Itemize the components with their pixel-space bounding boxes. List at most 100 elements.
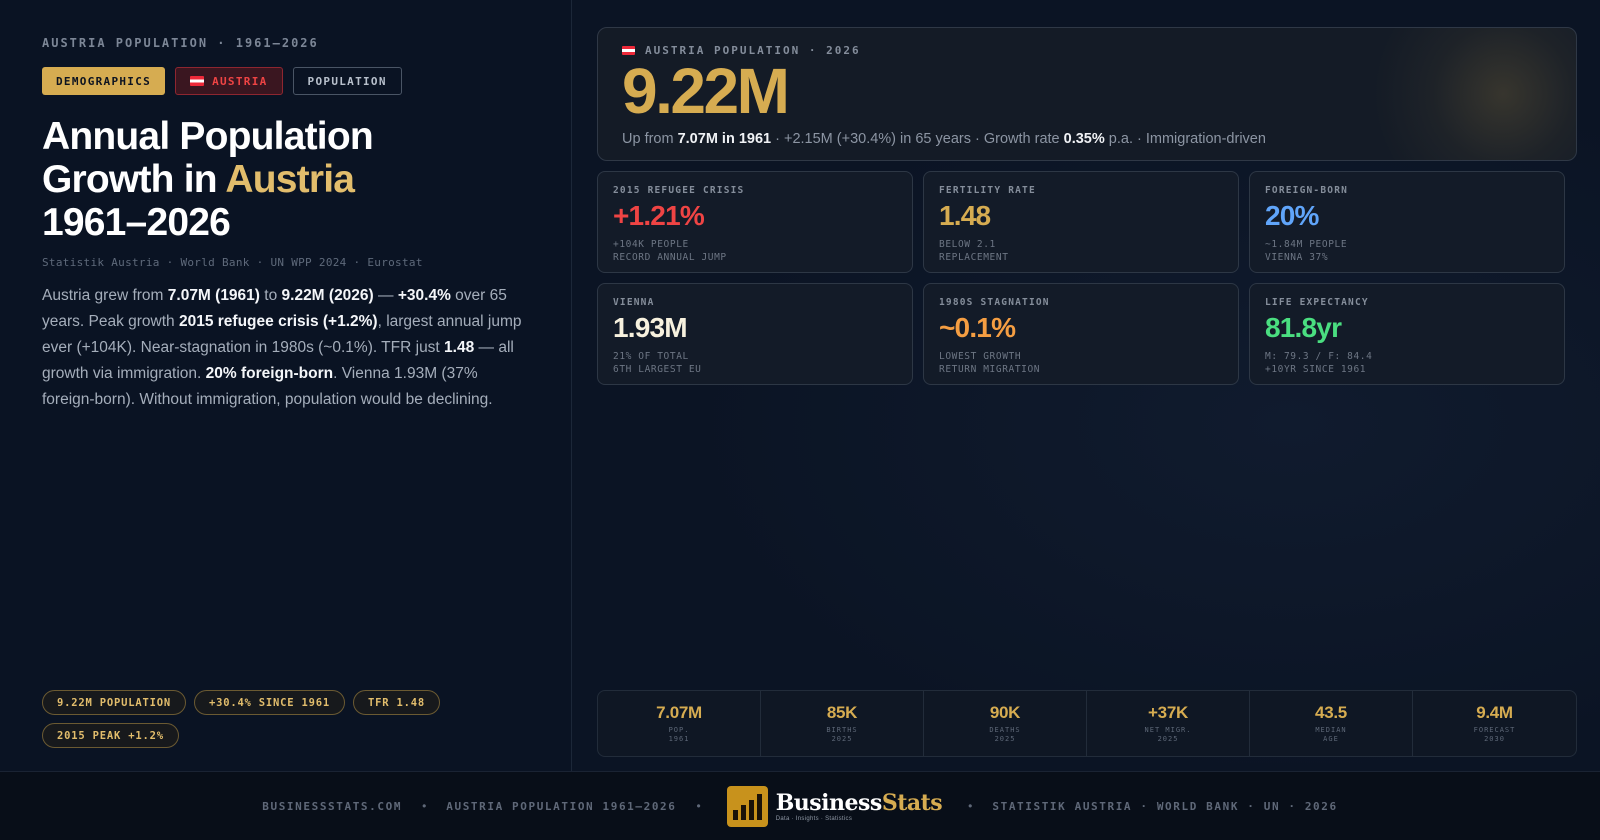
kpi-card-foreign-born: FOREIGN-BORN 20% ~1.84M PEOPLE VIENNA 37% bbox=[1249, 171, 1565, 273]
kpi-value: 81.8yr bbox=[1265, 312, 1342, 343]
title-line-3: 1961–2026 bbox=[42, 201, 231, 244]
stat-label-line: 2025 bbox=[831, 735, 853, 743]
kpi-grid: 2015 REFUGEE CRISIS +1.21% +104K PEOPLE R… bbox=[597, 171, 1577, 385]
kpi-note-line: VIENNA 37% bbox=[1265, 252, 1329, 263]
stat-label-line: 1961 bbox=[668, 735, 690, 743]
hero-value: 9.22M bbox=[622, 55, 790, 127]
tag-demographics[interactable]: DEMOGRAPHICS bbox=[42, 67, 166, 95]
kpi-note: +104K PEOPLE RECORD ANNUAL JUMP bbox=[613, 238, 897, 264]
brand-name-part: Business bbox=[775, 789, 883, 816]
desc-bold: 20% foreign-born bbox=[205, 365, 334, 382]
footer-topic: AUSTRIA POPULATION 1961–2026 bbox=[446, 799, 677, 813]
chip[interactable]: TFR 1.48 bbox=[353, 690, 441, 715]
desc-text: — bbox=[373, 287, 398, 304]
desc-text: — all growth via immigration. bbox=[42, 339, 514, 382]
footer-sources: STATISTIK AUSTRIA · WORLD BANK · UN · 20… bbox=[992, 799, 1338, 813]
stat-median-age: 43.5 MEDIAN AGE bbox=[1250, 691, 1413, 756]
stat-label-line: AGE bbox=[1323, 735, 1339, 743]
desc-text: Austria grew from bbox=[42, 287, 168, 304]
left-panel: AUSTRIA POPULATION · 1961–2026 DEMOGRAPH… bbox=[0, 0, 572, 771]
tag-austria-label: AUSTRIA bbox=[212, 74, 268, 88]
stat-label-line: NET MIGR. bbox=[1144, 726, 1192, 734]
kpi-label: VIENNA bbox=[613, 297, 655, 308]
kpi-value: 1.93M bbox=[613, 312, 688, 343]
hero-sub-bold: 7.07M in 1961 bbox=[677, 131, 772, 147]
kpi-note-line: 6TH LARGEST EU bbox=[613, 364, 702, 375]
brand-logo[interactable]: BusinessStats Data · Insights · Statisti… bbox=[726, 785, 943, 827]
stat-label-line: MEDIAN bbox=[1315, 726, 1347, 734]
desc-bold: 1.48 bbox=[444, 339, 475, 356]
stat-label: POP. 1961 bbox=[669, 726, 690, 744]
kpi-value: +1.21% bbox=[613, 200, 705, 231]
footer-site-link[interactable]: BUSINESSSTATS.COM bbox=[262, 799, 403, 813]
kpi-note-line: ~1.84M PEOPLE bbox=[1265, 239, 1348, 250]
kpi-value: ~0.1% bbox=[939, 312, 1016, 343]
stat-label: DEATHS 2025 bbox=[989, 726, 1020, 744]
kpi-card-refugee-crisis: 2015 REFUGEE CRISIS +1.21% +104K PEOPLE R… bbox=[597, 171, 913, 273]
kpi-note: BELOW 2.1 REPLACEMENT bbox=[939, 238, 1223, 264]
kpi-value: 20% bbox=[1265, 200, 1319, 231]
austria-flag-icon bbox=[622, 46, 635, 55]
sources-line: Statistik Austria · World Bank · UN WPP … bbox=[42, 256, 423, 269]
stat-births-2025: 85K BIRTHS 2025 bbox=[761, 691, 924, 756]
chip[interactable]: +30.4% SINCE 1961 bbox=[193, 690, 346, 715]
desc-bold: 7.07M (1961) bbox=[167, 287, 260, 304]
kpi-label: LIFE EXPECTANCY bbox=[1265, 297, 1369, 308]
stat-forecast-2030: 9.4M FORECAST 2030 bbox=[1413, 691, 1576, 756]
stat-value: 90K bbox=[989, 703, 1021, 722]
kpi-note-line: BELOW 2.1 bbox=[939, 239, 996, 250]
kpi-label: 2015 REFUGEE CRISIS bbox=[613, 185, 745, 196]
kpi-value: 1.48 bbox=[939, 200, 991, 231]
footer-separator: • bbox=[968, 799, 973, 813]
stat-label: NET MIGR. 2025 bbox=[1145, 726, 1192, 744]
chip-row: 9.22M POPULATION +30.4% SINCE 1961 TFR 1… bbox=[42, 690, 532, 748]
kpi-note-line: M: 79.3 / F: 84.4 bbox=[1265, 351, 1373, 362]
chip[interactable]: 2015 PEAK +1.2% bbox=[42, 723, 179, 748]
stat-value: 7.07M bbox=[656, 703, 702, 722]
description: Austria grew from 7.07M (1961) to 9.22M … bbox=[42, 283, 532, 413]
hero-sub-text: Up from bbox=[622, 131, 678, 147]
desc-text: . Vienna 1.93M (37% foreign-born). Witho… bbox=[42, 365, 493, 408]
kpi-note: LOWEST GROWTH RETURN MIGRATION bbox=[939, 350, 1223, 376]
tag-austria[interactable]: AUSTRIA bbox=[175, 67, 283, 95]
footer-separator: • bbox=[696, 799, 701, 813]
kpi-note-line: RECORD ANNUAL JUMP bbox=[613, 252, 727, 263]
stat-label-line: BIRTHS bbox=[826, 726, 858, 734]
kpi-note: 21% OF TOTAL 6TH LARGEST EU bbox=[613, 350, 897, 376]
hero-eyebrow-label: AUSTRIA POPULATION · 2026 bbox=[645, 44, 861, 57]
stat-label: MEDIAN AGE bbox=[1315, 726, 1346, 744]
chip[interactable]: 9.22M POPULATION bbox=[42, 690, 186, 715]
stat-label: BIRTHS 2025 bbox=[826, 726, 857, 744]
right-panel: AUSTRIA POPULATION · 2026 9.22M Up from … bbox=[572, 0, 1600, 771]
footer-separator: • bbox=[422, 799, 427, 813]
title-line-1: Annual Population bbox=[42, 115, 374, 158]
kpi-note: M: 79.3 / F: 84.4 +10YR SINCE 1961 bbox=[1265, 350, 1549, 376]
hero-sub-text: · +2.15M (+30.4%) in 65 years · Growth r… bbox=[771, 131, 1064, 147]
hero-sub-text: p.a. · Immigration-driven bbox=[1104, 131, 1266, 147]
brand-tagline: Data · Insights · Statistics bbox=[775, 815, 853, 822]
tag-row: DEMOGRAPHICS AUSTRIA POPULATION bbox=[42, 67, 529, 95]
kpi-card-fertility-rate: FERTILITY RATE 1.48 BELOW 2.1 REPLACEMENT bbox=[923, 171, 1239, 273]
bar-chart-icon bbox=[726, 785, 768, 827]
hero-sub-bold: 0.35% bbox=[1063, 131, 1105, 147]
kpi-card-1980s-stagnation: 1980S STAGNATION ~0.1% LOWEST GROWTH RETU… bbox=[923, 283, 1239, 385]
stat-label-line: DEATHS bbox=[989, 726, 1021, 734]
kpi-card-life-expectancy: LIFE EXPECTANCY 81.8yr M: 79.3 / F: 84.4… bbox=[1249, 283, 1565, 385]
kpi-label: FERTILITY RATE bbox=[939, 185, 1036, 196]
stat-value: 43.5 bbox=[1315, 703, 1347, 722]
kpi-note-line: RETURN MIGRATION bbox=[939, 364, 1041, 375]
title-line-2-prefix: Growth in bbox=[42, 158, 226, 201]
kpi-note-line: REPLACEMENT bbox=[939, 252, 1009, 263]
stat-label-line: 2025 bbox=[994, 735, 1016, 743]
hero-card: AUSTRIA POPULATION · 2026 9.22M Up from … bbox=[597, 27, 1577, 161]
stat-value: +37K bbox=[1148, 703, 1188, 722]
kpi-card-vienna: VIENNA 1.93M 21% OF TOTAL 6TH LARGEST EU bbox=[597, 283, 913, 385]
brand-text: BusinessStats Data · Insights · Statisti… bbox=[775, 789, 943, 822]
tag-population[interactable]: POPULATION bbox=[292, 67, 402, 95]
austria-flag-icon bbox=[190, 76, 205, 86]
kpi-note: ~1.84M PEOPLE VIENNA 37% bbox=[1265, 238, 1549, 264]
stat-value: 85K bbox=[826, 703, 858, 722]
desc-text: , largest annual jump ever (+104K). Near… bbox=[42, 313, 522, 356]
brand-name-part: Stats bbox=[881, 789, 943, 816]
kpi-note-line: +10YR SINCE 1961 bbox=[1265, 364, 1367, 375]
